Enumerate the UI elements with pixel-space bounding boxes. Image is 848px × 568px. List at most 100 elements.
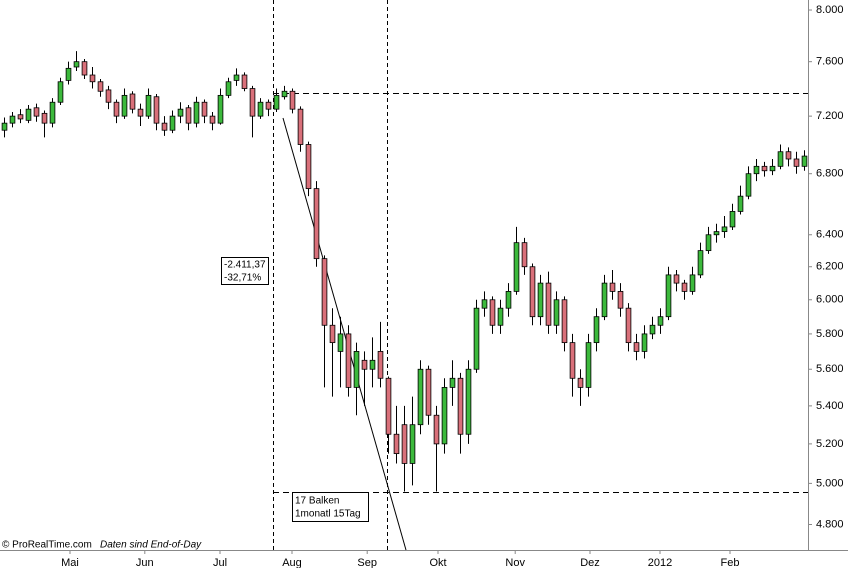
candle-body xyxy=(745,173,752,197)
candle-body xyxy=(73,61,80,68)
candle-body xyxy=(769,165,776,172)
candle-body xyxy=(177,108,184,117)
candle-body xyxy=(513,242,520,292)
candle-body xyxy=(169,115,176,131)
candle-body xyxy=(401,424,408,464)
candle-body xyxy=(321,258,328,326)
x-tick-label: Jul xyxy=(213,557,227,568)
candle-body xyxy=(793,158,800,167)
candle-body xyxy=(657,316,664,326)
y-tick-label: 5.400 xyxy=(816,400,844,412)
candle-body xyxy=(425,368,432,416)
candle-body xyxy=(753,165,760,175)
note: Daten sind End-of-Day xyxy=(100,540,202,551)
annotation-text: -32,71% xyxy=(224,273,261,284)
candle-body xyxy=(361,359,368,370)
candle-body xyxy=(313,188,320,260)
candle-body xyxy=(105,89,112,103)
candle-body xyxy=(49,101,56,124)
candle-body xyxy=(801,155,808,167)
candle-body xyxy=(385,377,392,435)
candle-body xyxy=(785,151,792,160)
candle-body xyxy=(329,324,336,344)
candle-body xyxy=(441,386,448,445)
candle-body xyxy=(145,94,152,117)
candle-body xyxy=(737,195,744,212)
candle-body xyxy=(289,90,296,110)
candle-body xyxy=(593,316,600,344)
candle-body xyxy=(505,291,512,309)
candle-body xyxy=(665,274,672,318)
y-tick-label: 5.600 xyxy=(816,363,844,375)
candle-body xyxy=(257,101,264,117)
candle-body xyxy=(473,307,480,370)
x-tick-label: 2012 xyxy=(648,557,672,568)
x-tick-label: Dez xyxy=(580,557,600,568)
candle-body xyxy=(641,333,648,352)
x-tick-label: Aug xyxy=(282,557,302,568)
x-tick-label: Mai xyxy=(61,557,79,568)
candle-body xyxy=(17,114,24,120)
candle-body xyxy=(481,299,488,309)
y-tick-label: 5.000 xyxy=(816,477,844,489)
candle-body xyxy=(601,282,608,318)
candle-body xyxy=(113,101,120,117)
annotation-box xyxy=(221,257,269,285)
plot xyxy=(1,51,808,493)
candle-body xyxy=(89,74,96,83)
candle-body xyxy=(273,94,280,110)
candle-body xyxy=(721,226,728,233)
candle-body xyxy=(1,122,8,131)
candle-body xyxy=(569,342,576,379)
candle-body xyxy=(305,144,312,190)
candle-body xyxy=(713,231,720,236)
candle-body xyxy=(241,74,248,89)
candle-body xyxy=(337,333,344,352)
annotation-text: -2.411,37 xyxy=(224,260,266,271)
y-tick-label: 7.200 xyxy=(816,110,844,122)
candle-body xyxy=(225,81,232,96)
candle-body xyxy=(561,299,568,344)
y-tick-label: 6.800 xyxy=(816,168,844,180)
candle-body xyxy=(585,342,592,388)
candle-body xyxy=(281,90,288,98)
candle-body xyxy=(457,377,464,435)
candle-body xyxy=(249,88,256,117)
y-tick-label: 5.200 xyxy=(816,438,844,450)
candle-body xyxy=(489,299,496,326)
candle-body xyxy=(345,333,352,388)
candle-body xyxy=(529,266,536,318)
candle-body xyxy=(201,101,208,117)
candle-body xyxy=(137,108,144,117)
candle-body xyxy=(25,108,32,121)
x-tick-label: Nov xyxy=(505,557,525,568)
candle-body xyxy=(545,282,552,326)
candle-body xyxy=(465,368,472,435)
candle-body xyxy=(609,282,616,292)
candle-body xyxy=(777,151,784,167)
candle-body xyxy=(537,282,544,318)
x-tick-label: Sep xyxy=(357,557,377,568)
candle-body xyxy=(97,81,104,92)
candle-body xyxy=(153,96,160,124)
candle-body xyxy=(633,342,640,352)
candle-body xyxy=(185,107,192,124)
candle-body xyxy=(729,211,736,228)
candle-body xyxy=(681,282,688,292)
x-tick-label: Jun xyxy=(136,557,154,568)
candle-body xyxy=(81,61,88,76)
candle-body xyxy=(193,101,200,124)
candle-body xyxy=(33,107,40,117)
y-tick-label: 8.000 xyxy=(816,4,844,16)
candle-body xyxy=(617,291,624,309)
candle-body xyxy=(57,81,64,103)
candle-body xyxy=(209,115,216,124)
annotation-box xyxy=(292,492,369,522)
candle-body xyxy=(65,67,72,81)
trend-line xyxy=(282,117,407,551)
y-tick-label: 4.800 xyxy=(816,518,844,530)
candle-body xyxy=(761,165,768,172)
annotation-text: 1monatl 15Tag xyxy=(295,509,361,520)
